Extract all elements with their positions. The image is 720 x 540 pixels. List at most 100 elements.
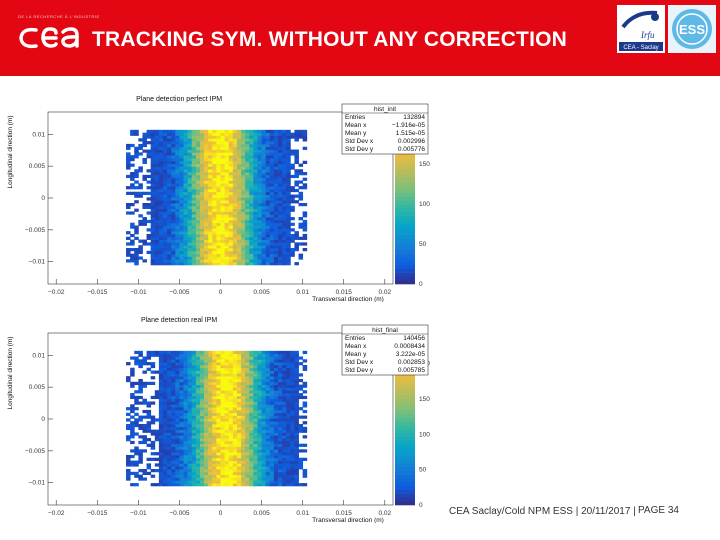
heat-cell [220,141,226,145]
heat-cell [249,129,254,134]
heat-cell [179,395,184,400]
heat-cell [163,373,168,377]
heat-cell [249,256,254,260]
heat-cell [220,183,226,187]
heat-cell [245,359,250,363]
heat-cell [183,429,189,433]
heat-cell [286,259,291,263]
heat-cell [273,452,279,456]
heat-cell [142,138,147,142]
heat-cell [257,245,262,249]
heat-cell [199,135,205,139]
heat-cell [228,248,234,252]
heat-cell [183,211,189,215]
heat-cell [167,471,172,476]
heat-cell [273,429,279,433]
heat-cell [228,174,234,179]
heat-cell [216,474,221,478]
heat-cell [171,222,176,226]
heat-cell [228,378,234,383]
heat-cell [278,211,283,215]
heat-cell [265,138,271,142]
heat-cell [282,452,287,456]
heat-cell [265,152,271,156]
heat-cell [265,186,271,190]
heat-cell [224,157,230,162]
heat-cell [249,157,254,162]
heat-cell [302,384,308,388]
heat-cell [290,194,295,198]
cea-logo: cea [19,27,79,49]
heat-cell [241,231,246,235]
heat-cell [261,253,267,257]
color-bar-band [395,394,415,399]
heat-cell [236,367,242,371]
heat-cell [232,194,238,198]
heat-cell [134,152,139,156]
heat-cell [195,217,201,221]
heat-cell [195,149,201,153]
heat-cell [179,248,184,252]
heat-cell [241,426,246,431]
heat-cell [199,449,205,453]
heat-cell [179,390,184,394]
heat-cell [216,443,221,447]
heat-cell [216,432,221,436]
heat-cell [282,378,287,383]
heat-cell [199,446,205,450]
heat-cell [204,197,209,201]
heat-cell [261,415,267,419]
heat-cell [269,367,275,371]
color-bar-band [395,417,415,422]
color-bar [395,353,415,506]
heat-cell [208,429,213,433]
heat-cell [282,438,287,442]
heat-cell [257,208,262,212]
heat-cell [220,180,226,184]
heat-cell [298,186,304,190]
heat-cell [269,446,275,450]
heat-cell [158,191,164,195]
heat-cell [175,356,180,360]
heat-cell [212,463,217,467]
heat-cell [130,454,135,459]
heat-cell [286,446,291,450]
heat-cell [286,409,291,414]
heat-cell [150,132,156,136]
heat-cell [158,259,164,263]
heat-cell [154,183,160,187]
heat-cell [195,129,201,134]
heat-cell [220,426,226,431]
heat-cell [208,225,213,229]
heat-cell [273,359,279,363]
heat-cell [175,401,180,405]
heat-cell [204,242,209,246]
heat-cell [199,214,205,218]
heat-cell [261,233,267,238]
heat-cell [195,421,201,425]
color-bar-band [395,265,415,270]
heat-cell [130,460,135,464]
heat-cell [220,233,226,238]
heat-cell [212,239,217,243]
heat-cell [167,205,172,210]
heat-cell [187,205,193,210]
heat-cell [150,239,156,243]
heat-cell [199,166,205,170]
heat-cell [171,194,176,198]
heat-cell [282,443,287,447]
heat-cell [150,208,156,212]
heat-cell [290,387,295,391]
heat-cell [142,370,147,374]
heat-cell [195,415,201,419]
heat-cell [236,432,242,436]
heat-cell [183,256,189,260]
heat-cell [208,401,213,405]
heat-cell [249,194,254,198]
heat-cell [171,393,176,397]
heat-cell [179,418,184,422]
heat-cell [253,483,258,487]
heat-cell [220,163,226,167]
heat-cell [212,228,217,232]
heat-cell [265,466,271,470]
